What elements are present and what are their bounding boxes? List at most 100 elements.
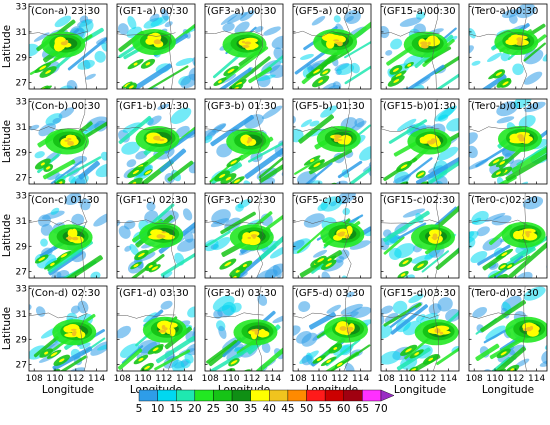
y-tick-label: 33	[16, 98, 27, 108]
echo-light	[381, 305, 394, 315]
panel-title: (GF1-b) 01:30	[119, 101, 189, 112]
echo-cell-core	[45, 70, 51, 74]
echo-light	[171, 359, 185, 371]
echo-cell-core	[500, 351, 507, 356]
province-boundary	[79, 99, 88, 184]
echo-cell-core	[501, 252, 508, 257]
echo-light	[445, 308, 459, 322]
echo-cell-core	[405, 348, 412, 353]
echo-light	[160, 300, 173, 310]
rainband	[344, 40, 371, 59]
echo-light	[399, 17, 422, 27]
echo-light	[501, 9, 520, 19]
rainband	[244, 146, 283, 179]
echo-cell-core	[49, 186, 54, 190]
reflectivity-field	[381, 99, 459, 184]
echo-light	[485, 325, 506, 341]
echo-light	[496, 176, 505, 184]
echo-light	[436, 146, 459, 161]
panel-grid: (Con-a) 23:30 27 29 31 33 (GF1-a) 00:30 (GF3-a…	[16, 3, 548, 384]
rainband	[258, 227, 283, 261]
echo-35dbz	[71, 228, 78, 239]
echo-cell-core	[392, 67, 399, 72]
echo-light	[161, 8, 169, 21]
x-tick-label: 110	[46, 374, 63, 384]
echo-light	[326, 304, 342, 314]
rainband	[52, 346, 93, 371]
echo-40dbz	[159, 138, 165, 142]
panel-title: (Ter0-c)02:30	[471, 195, 538, 206]
echo-light	[321, 271, 331, 278]
panel: (GF1-b) 01:30	[116, 98, 196, 185]
rainband	[403, 64, 445, 89]
panel: (GF3-b) 01:30	[204, 98, 284, 185]
panel-title: (GF1-d) 03:30	[119, 288, 189, 299]
rainband	[415, 156, 459, 184]
panel-frame	[28, 285, 108, 372]
rainband	[425, 159, 459, 184]
panel-frame	[204, 3, 284, 90]
echo-light	[518, 115, 536, 129]
x-tick-label: 114	[88, 374, 105, 384]
rainband	[344, 54, 371, 85]
echo-light	[434, 107, 455, 122]
province-boundary	[343, 4, 352, 89]
echo-cell-core	[326, 359, 332, 363]
panel: (GF1-d) 03:30 108 110 112 114	[114, 285, 196, 384]
echo-cell-core	[395, 73, 402, 78]
echo-light	[74, 177, 86, 184]
colorbar-segment	[287, 389, 307, 402]
y-axis-label: Latitude	[1, 307, 13, 350]
rainband	[155, 335, 195, 364]
x-tick-label: 108	[202, 374, 219, 384]
echo-40dbz	[161, 231, 167, 234]
x-tick-label: 114	[440, 374, 457, 384]
echo-light	[524, 101, 546, 113]
echo-40dbz	[344, 234, 350, 239]
echo-light	[271, 35, 283, 49]
echo-40dbz	[524, 231, 532, 234]
panel-frame	[468, 98, 548, 185]
panel-frame	[116, 98, 196, 185]
echo-light	[476, 226, 490, 237]
echo-light	[333, 180, 348, 184]
panel-frame	[292, 285, 372, 372]
rainband	[489, 356, 511, 371]
rainband	[129, 63, 173, 89]
reflectivity-field	[205, 99, 283, 184]
echo-light	[184, 353, 194, 364]
echo-light	[272, 314, 283, 324]
echo-cell-core	[128, 85, 134, 89]
echo-light	[472, 306, 488, 318]
panel: (GF5-b) 01:30	[292, 98, 372, 185]
echo-40dbz	[334, 41, 342, 45]
rainband	[480, 299, 526, 333]
panel-frame	[380, 3, 460, 90]
echo-35dbz	[429, 37, 437, 46]
province-boundary	[29, 312, 88, 319]
province-boundary	[469, 30, 528, 37]
panel-title: (Con-b) 00:30	[31, 101, 100, 112]
echo-40dbz	[420, 41, 428, 45]
x-tick-label: 114	[264, 374, 281, 384]
echo-light	[220, 12, 239, 25]
echo-cell-core	[495, 171, 502, 175]
x-axis-label: Longitude	[394, 384, 446, 396]
panel-frame	[28, 192, 108, 279]
rainband	[523, 42, 546, 62]
rainband	[214, 67, 252, 89]
echo-light	[340, 303, 363, 315]
province-boundary	[381, 312, 440, 319]
echo-light	[170, 107, 192, 125]
echo-light	[240, 10, 255, 22]
echo-light	[349, 240, 371, 250]
echo-cell-core	[138, 357, 144, 362]
echo-40dbz	[333, 39, 340, 42]
province-boundary	[29, 219, 88, 226]
province-boundary	[344, 99, 351, 184]
echo-40dbz	[242, 44, 250, 48]
y-tick-label: 29	[16, 335, 28, 345]
province-boundary	[381, 219, 440, 224]
reflectivity-field	[29, 193, 107, 278]
